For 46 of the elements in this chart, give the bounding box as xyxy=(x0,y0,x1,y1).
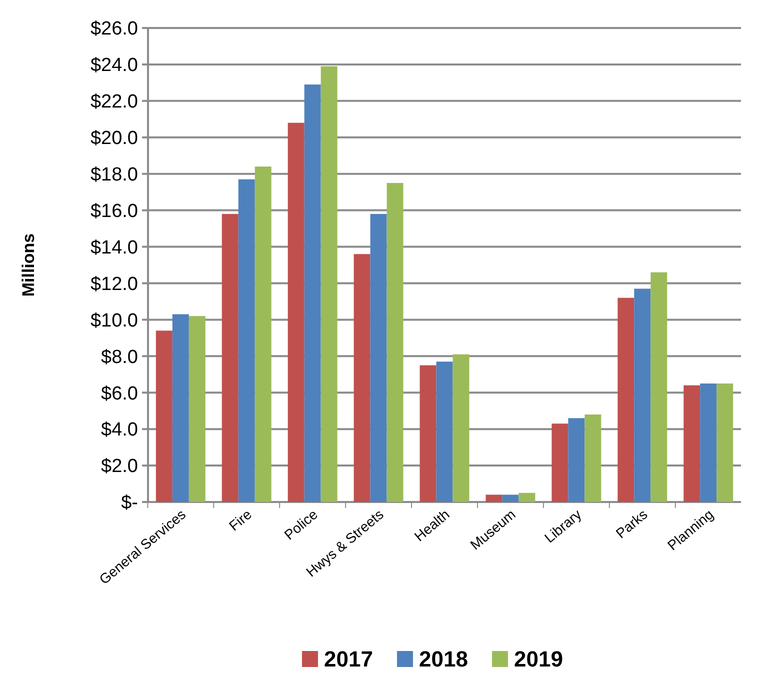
x-tick-label: Fire xyxy=(226,506,255,534)
y-tick-label: $20.0 xyxy=(90,128,138,150)
bar xyxy=(700,384,717,502)
y-tick-label: $- xyxy=(121,492,138,514)
bar xyxy=(436,362,453,502)
bar xyxy=(156,330,172,502)
bar xyxy=(420,365,436,502)
bar xyxy=(452,354,470,502)
y-tick-label: $10.0 xyxy=(90,310,138,332)
bar xyxy=(386,182,404,502)
bar xyxy=(684,385,700,502)
y-tick-label: $12.0 xyxy=(90,274,138,295)
legend-label: 2017 xyxy=(324,646,373,672)
bar xyxy=(288,122,304,502)
y-tick-label: $4.0 xyxy=(101,420,138,441)
bar xyxy=(650,272,668,502)
y-tick-label: $14.0 xyxy=(90,237,138,258)
bar xyxy=(568,418,585,502)
bar xyxy=(552,424,568,502)
legend-label: 2019 xyxy=(514,646,563,672)
bar xyxy=(370,214,387,502)
bar xyxy=(188,316,206,502)
y-tick-label: $16.0 xyxy=(90,200,138,222)
y-tick-label: $2.0 xyxy=(101,456,138,478)
y-tick-label: $24.0 xyxy=(90,55,138,76)
y-tick-label: $8.0 xyxy=(101,346,138,368)
bar xyxy=(584,414,602,502)
bar xyxy=(634,288,651,502)
bar xyxy=(486,494,502,502)
y-axis-title: Millions xyxy=(19,233,38,297)
bar xyxy=(238,179,255,502)
y-tick-label: $22.0 xyxy=(90,92,138,113)
bar xyxy=(222,214,238,502)
bar xyxy=(502,494,519,502)
bar xyxy=(716,384,734,502)
bar xyxy=(320,66,338,502)
bar xyxy=(172,314,189,502)
y-tick-label: $18.0 xyxy=(90,164,138,186)
bar xyxy=(254,166,272,502)
bar xyxy=(304,84,321,502)
legend-label: 2018 xyxy=(419,646,468,672)
y-tick-label: $6.0 xyxy=(101,383,138,404)
y-tick-label: $26.0 xyxy=(90,18,138,40)
bar xyxy=(354,254,370,502)
bar xyxy=(618,298,634,502)
bar xyxy=(518,492,536,502)
